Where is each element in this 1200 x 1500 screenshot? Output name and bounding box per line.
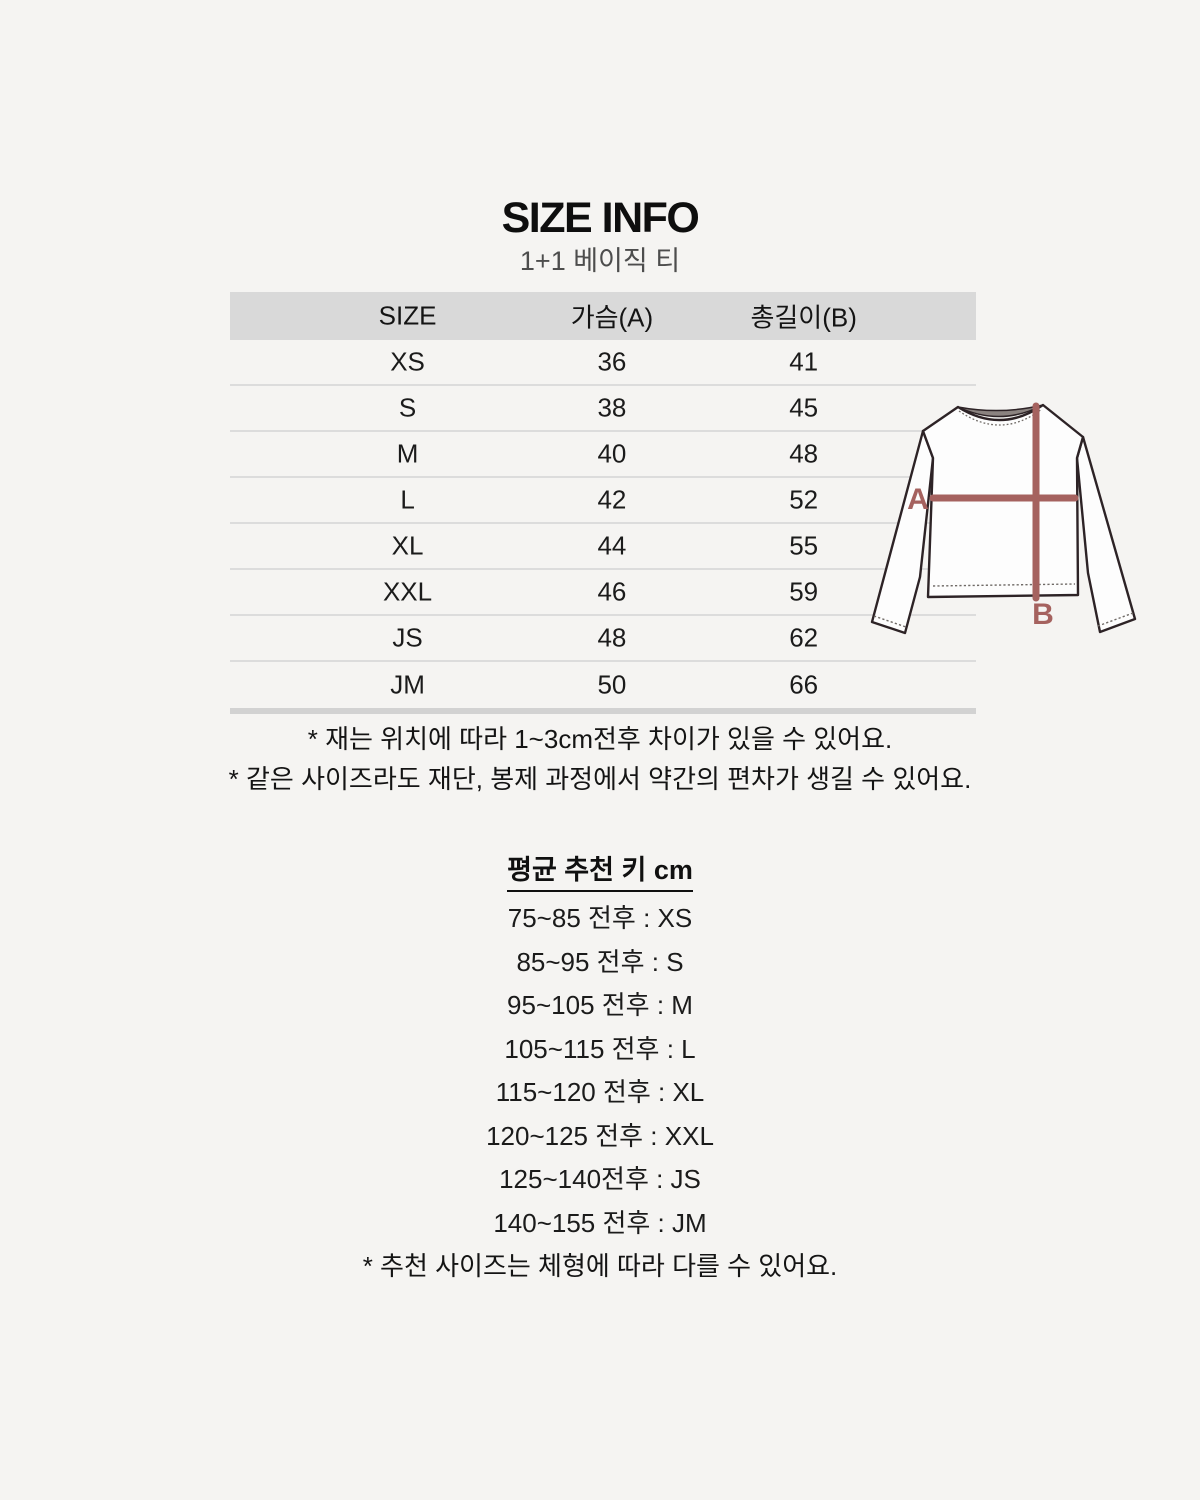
table-row: JS 48 62 xyxy=(230,616,976,662)
length-cell: 48 xyxy=(789,438,819,469)
measure-label-b: B xyxy=(1032,598,1054,631)
size-table-header: SIZE 가슴(A) 총길이(B) xyxy=(230,292,976,340)
right-cuff-stitch xyxy=(1097,612,1134,627)
table-row: XS 36 41 xyxy=(230,340,976,386)
size-cell: XS xyxy=(390,346,425,377)
table-row: XL 44 55 xyxy=(230,524,976,570)
table-row: S 38 45 xyxy=(230,386,976,432)
chest-cell: 50 xyxy=(597,669,627,700)
table-row: L 42 52 xyxy=(230,478,976,524)
size-cell: S xyxy=(398,392,417,423)
chest-cell: 42 xyxy=(597,484,627,515)
length-cell: 59 xyxy=(789,576,819,607)
length-cell: 66 xyxy=(789,669,819,700)
column-header-length: 총길이(B) xyxy=(750,302,857,333)
length-cell: 45 xyxy=(789,392,819,423)
height-guide-heading-text: 평균 추천 키 cm xyxy=(507,852,693,892)
tshirt-measurement-diagram: A B xyxy=(870,402,1137,635)
height-guide: 평균 추천 키 cm 75~85 전후 : XS 85~95 전후 : S 95… xyxy=(0,852,1200,1289)
column-header-size: SIZE xyxy=(378,300,437,331)
table-row: XXL 46 59 xyxy=(230,570,976,616)
height-guide-item: 115~120 전후 : XL xyxy=(495,1077,705,1107)
size-cell: XXL xyxy=(382,576,433,607)
height-guide-item: 105~115 전후 : L xyxy=(504,1033,696,1064)
size-cell: JS xyxy=(392,622,423,653)
size-cell: XL xyxy=(391,530,424,561)
table-note: * 같은 사이즈라도 재단, 봉제 과정에서 약간의 편차가 생길 수 있어요. xyxy=(228,764,972,794)
height-guide-item: 120~125 전후 : XXL xyxy=(486,1120,714,1151)
length-cell: 55 xyxy=(789,530,819,561)
height-guide-heading: 평균 추천 키 cm xyxy=(0,852,1200,892)
height-guide-item: 85~95 전후 : S xyxy=(516,946,684,977)
chest-cell: 44 xyxy=(597,530,627,561)
size-cell: M xyxy=(396,438,419,469)
chest-cell: 48 xyxy=(597,622,627,653)
table-row: M 40 48 xyxy=(230,432,976,478)
measure-label-a: A xyxy=(907,483,929,516)
chest-cell: 38 xyxy=(597,392,627,423)
left-cuff-stitch xyxy=(873,615,907,628)
height-guide-item: 125~140전후 : JS xyxy=(499,1164,701,1194)
measurement-overlay: A B xyxy=(907,402,1079,631)
length-cell: 41 xyxy=(789,346,819,377)
tshirt-illustration xyxy=(870,403,1137,635)
page-title: SIZE INFO xyxy=(501,194,700,242)
table-row: JM 50 66 xyxy=(230,662,976,708)
length-cell: 62 xyxy=(789,622,819,653)
product-subtitle: 1+1 베이직 티 xyxy=(519,246,681,276)
size-cell: L xyxy=(400,484,415,515)
tshirt-left-sleeve xyxy=(870,429,935,635)
column-header-chest: 가슴(A) xyxy=(570,302,654,333)
table-note: * 재는 위치에 따라 1~3cm전후 차이가 있을 수 있어요. xyxy=(307,724,893,754)
chest-cell: 40 xyxy=(597,438,627,469)
chest-cell: 36 xyxy=(597,346,627,377)
hem-stitch xyxy=(932,583,1076,587)
length-cell: 52 xyxy=(789,484,819,515)
height-guide-note: * 추천 사이즈는 체형에 따라 다를 수 있어요. xyxy=(362,1251,838,1281)
size-cell: JM xyxy=(390,669,425,700)
tshirt-right-sleeve xyxy=(1075,435,1137,634)
size-table: SIZE 가슴(A) 총길이(B) XS 36 41 S 38 45 M 40 … xyxy=(230,292,976,714)
chest-cell: 46 xyxy=(597,576,627,607)
table-notes: * 재는 위치에 따라 1~3cm전후 차이가 있을 수 있어요. * 같은 사… xyxy=(0,719,1200,799)
height-guide-item: 95~105 전후 : M xyxy=(507,990,693,1020)
height-guide-item: 140~155 전후 : JM xyxy=(493,1207,707,1238)
height-guide-item: 75~85 전후 : XS xyxy=(507,903,693,933)
